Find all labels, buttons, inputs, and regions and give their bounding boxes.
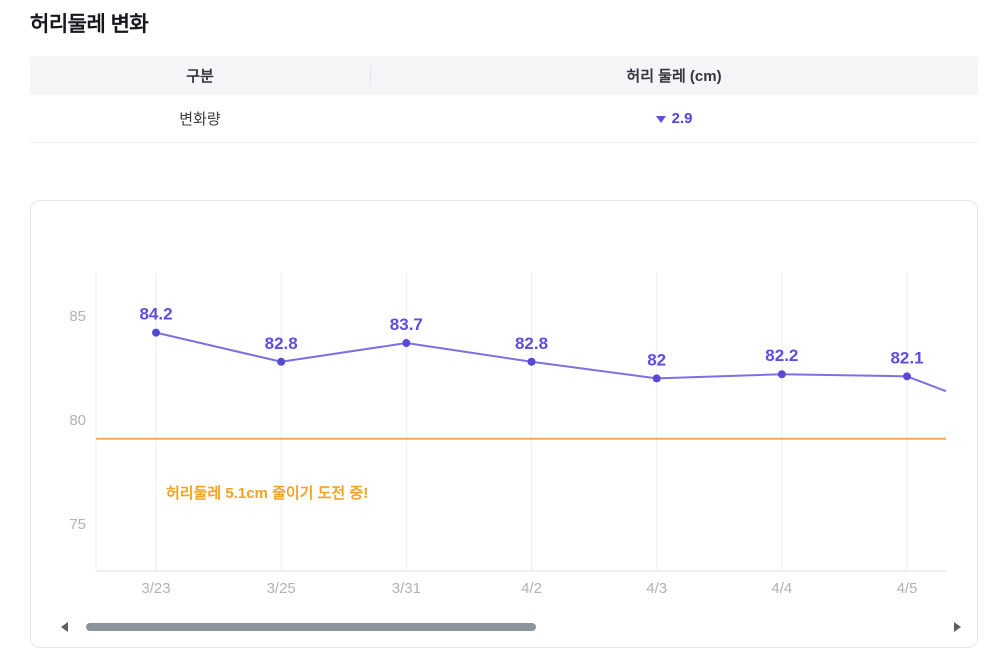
svg-text:83.7: 83.7 <box>390 315 423 334</box>
scroll-left-icon[interactable] <box>61 622 68 632</box>
row-change-cell: 2.9 <box>370 110 978 127</box>
summary-table: 구분 허리 둘레 (cm) 변화량 2.9 <box>30 56 978 143</box>
chart-scrollbar <box>31 621 977 633</box>
change-value: 2.9 <box>671 110 693 127</box>
svg-text:84.2: 84.2 <box>139 305 172 324</box>
waist-line-chart: 3/23 3/25 3/31 4/2 4/3 4/4 4/5 85 80 75 허리둘레 5.1cm… <box>69 273 947 597</box>
row-label: 변화량 <box>179 111 221 128</box>
table-header-row: 구분 허리 둘레 (cm) <box>30 56 978 95</box>
chart-card: 3/23 3/25 3/31 4/2 4/3 4/4 4/5 85 80 75 허리둘레 5.1cm… <box>30 200 978 648</box>
svg-text:4/3: 4/3 <box>646 580 667 597</box>
svg-text:82.8: 82.8 <box>265 334 298 353</box>
svg-text:3/23: 3/23 <box>141 580 170 597</box>
table-header-category: 구분 <box>186 68 214 85</box>
svg-text:82.1: 82.1 <box>890 348 923 367</box>
scroll-right-icon[interactable] <box>954 622 961 632</box>
page-title: 허리둘레 변화 <box>30 13 149 36</box>
scrollbar-thumb[interactable] <box>86 623 536 631</box>
scrollbar-track[interactable] <box>76 623 946 631</box>
table-header-waist: 허리 둘레 (cm) <box>626 68 722 85</box>
svg-text:82: 82 <box>647 350 666 369</box>
svg-text:3/31: 3/31 <box>392 580 421 597</box>
svg-text:85: 85 <box>69 308 86 325</box>
svg-text:4/2: 4/2 <box>521 580 542 597</box>
table-row: 변화량 2.9 <box>30 95 978 143</box>
svg-text:82.2: 82.2 <box>765 346 798 365</box>
svg-text:75: 75 <box>69 516 86 533</box>
svg-text:3/25: 3/25 <box>267 580 296 597</box>
svg-text:82.8: 82.8 <box>515 334 548 353</box>
svg-text:허리둘레 5.1cm 줄이기 도전 중!: 허리둘레 5.1cm 줄이기 도전 중! <box>166 485 368 502</box>
column-divider <box>370 66 371 85</box>
decrease-triangle-icon <box>655 116 666 123</box>
svg-text:4/4: 4/4 <box>771 580 792 597</box>
svg-text:4/5: 4/5 <box>897 580 918 597</box>
svg-text:80: 80 <box>69 412 86 429</box>
